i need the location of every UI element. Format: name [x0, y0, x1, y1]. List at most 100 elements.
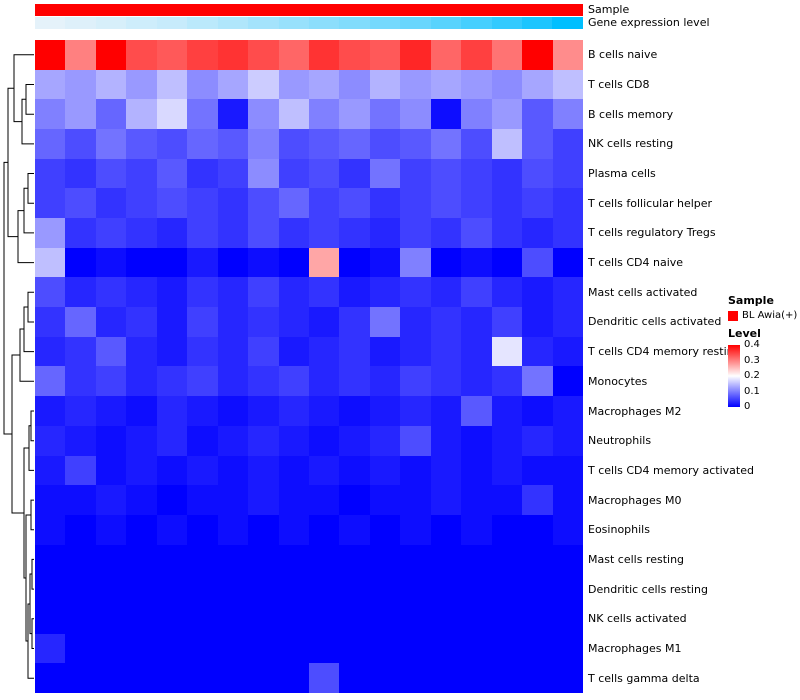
heatmap-cell [522, 336, 553, 367]
heatmap-cell [522, 247, 553, 278]
heatmap-cell [126, 603, 157, 634]
heatmap-cell [400, 485, 431, 515]
heatmap-cell [217, 158, 249, 189]
heatmap-cell [248, 366, 279, 397]
row-label: Monocytes [588, 374, 648, 388]
heatmap-cell [187, 425, 218, 456]
heatmap-cell [126, 307, 157, 337]
heatmap-cell [65, 633, 96, 664]
sample-annotation-cell [156, 4, 188, 16]
heatmap-cell [278, 158, 309, 189]
heatmap-cell [491, 99, 523, 130]
heatmap-cell [187, 574, 218, 604]
heatmap-cell [126, 455, 157, 486]
heatmap-cell [248, 69, 279, 100]
expression-annotation-cell [552, 17, 583, 29]
heatmap-cell [400, 514, 431, 545]
heatmap-cell [156, 663, 188, 693]
row-dendrogram [3, 54, 34, 679]
heatmap-cell [248, 247, 279, 278]
heatmap-cell [156, 40, 188, 70]
heatmap-cell [522, 425, 553, 456]
heatmap-cell [309, 574, 340, 604]
heatmap-cell [65, 218, 96, 248]
row-label: Plasma cells [588, 167, 656, 181]
sample-annotation-cell [248, 4, 279, 16]
heatmap-cell [187, 129, 218, 159]
heatmap-cell [430, 544, 462, 575]
heatmap-cell [369, 514, 401, 545]
heatmap-cell [156, 99, 188, 130]
heatmap-cell [369, 188, 401, 219]
heatmap-cell [278, 603, 309, 634]
expression-annotation-cell [278, 17, 309, 29]
expression-annotation-cell [248, 17, 279, 29]
sample-annotation-cell [187, 4, 218, 16]
heatmap-cell [552, 455, 583, 486]
row-label: Mast cells resting [588, 552, 685, 566]
heatmap-cell [522, 158, 553, 189]
heatmap-cell [217, 336, 249, 367]
heatmap-cell [552, 336, 583, 367]
heatmap-cell [187, 485, 218, 515]
heatmap-cell [369, 129, 401, 159]
heatmap-cell [187, 633, 218, 664]
heatmap-cell [278, 455, 309, 486]
heatmap-cell [461, 633, 492, 664]
heatmap-cell [430, 455, 462, 486]
heatmap-cell [217, 603, 249, 634]
heatmap-cell [461, 158, 492, 189]
heatmap-cell [126, 544, 157, 575]
heatmap-cell [491, 277, 523, 308]
heatmap-cell [339, 277, 370, 308]
heatmap-cell [187, 188, 218, 219]
heatmap-cell [217, 69, 249, 100]
heatmap-cell [217, 247, 249, 278]
heatmap-cell [309, 603, 340, 634]
heatmap-cell [491, 663, 523, 693]
heatmap-cell [35, 455, 66, 486]
heatmap-cell [430, 425, 462, 456]
heatmap-cell [369, 247, 401, 278]
heatmap-cell [278, 188, 309, 219]
heatmap-cell [95, 603, 127, 634]
heatmap-cell [95, 277, 127, 308]
heatmap-cell [552, 633, 583, 664]
heatmap-cell [278, 514, 309, 545]
heatmap-cell [95, 336, 127, 367]
heatmap-cell [65, 99, 96, 130]
heatmap-cell [400, 663, 431, 693]
heatmap-cell [339, 69, 370, 100]
heatmap-cell [95, 514, 127, 545]
heatmap-cell [552, 663, 583, 693]
heatmap-cell [248, 158, 279, 189]
legend-level-title: Level [728, 327, 761, 340]
heatmap-cell [309, 396, 340, 426]
heatmap-cell [552, 277, 583, 308]
heatmap-cell [126, 485, 157, 515]
heatmap-cell [430, 188, 462, 219]
heatmap-cell [430, 69, 462, 100]
heatmap-cell [461, 663, 492, 693]
heatmap-cell [248, 99, 279, 130]
heatmap-cell [156, 574, 188, 604]
heatmap-cell [369, 158, 401, 189]
sample-annotation-cell [552, 4, 583, 16]
heatmap-cell [95, 188, 127, 219]
heatmap-cell [309, 247, 340, 278]
row-label: T cells CD8 [588, 78, 650, 91]
heatmap-cell [400, 69, 431, 100]
heatmap-cell [461, 574, 492, 604]
sample-annotation-cell [369, 4, 401, 16]
heatmap-cell [309, 663, 340, 693]
heatmap-cell [369, 277, 401, 308]
expression-annotation-cell [339, 17, 370, 29]
heatmap-cell [248, 425, 279, 456]
heatmap-cell [248, 603, 279, 634]
heatmap-cell [400, 307, 431, 337]
heatmap-cell [339, 663, 370, 693]
heatmap-cell [461, 218, 492, 248]
heatmap-cell [65, 158, 96, 189]
heatmap-cell [126, 396, 157, 426]
sample-annotation-cell [491, 4, 522, 16]
